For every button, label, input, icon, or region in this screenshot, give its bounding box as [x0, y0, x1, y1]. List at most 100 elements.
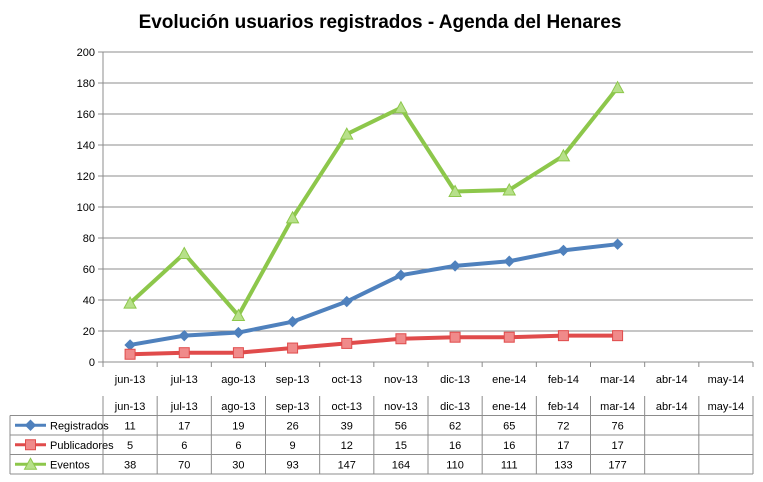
- table-value-cell: 164: [392, 459, 410, 471]
- table-header-cell: ago-13: [221, 401, 255, 413]
- x-axis: jun-13 jul-13 ago-13 sep-13 oct-13 nov-13 dic-…: [102, 361, 754, 386]
- x-tick-label: nov-13: [384, 374, 418, 386]
- table-value-cell: 110: [446, 459, 464, 471]
- table-value-cell: 76: [611, 420, 623, 432]
- table-value-cell: 11: [124, 420, 135, 432]
- data-point: [610, 80, 625, 94]
- table-value-cell: 17: [611, 440, 623, 452]
- series-eventos: [123, 80, 625, 321]
- x-tick-label: jul-13: [170, 374, 198, 386]
- data-point: [339, 127, 354, 140]
- y-tick-label: 120: [77, 171, 95, 183]
- grid: [103, 51, 753, 363]
- x-tick-label: oct-13: [331, 374, 362, 386]
- table-value-cell: 15: [395, 440, 407, 452]
- table-value-cell: 17: [178, 420, 190, 432]
- x-tick-label: abr-14: [656, 374, 688, 386]
- table-value-cell: 12: [341, 440, 353, 452]
- data-point: [23, 457, 38, 470]
- table-header-cell: ene-14: [492, 401, 526, 413]
- legend-key-eventos: [15, 457, 46, 470]
- legend-key-publicadores: [15, 439, 46, 451]
- table-value-cell: 72: [557, 420, 569, 432]
- table-value-cell: 38: [124, 459, 136, 471]
- data-point: [177, 246, 192, 259]
- series-layer: [123, 80, 625, 360]
- data-point: [286, 315, 299, 328]
- y-axis: 0 20 40 60 80 100 120 140 160 180 200: [77, 47, 104, 369]
- table-header-cell: may-14: [708, 401, 745, 413]
- data-point: [449, 331, 461, 343]
- table-value-cell: 16: [503, 440, 515, 452]
- data-point: [25, 439, 36, 451]
- y-tick-label: 0: [89, 357, 95, 369]
- x-tick-label: ago-13: [221, 374, 255, 386]
- table-header-cell: jun-13: [114, 401, 146, 413]
- data-point: [178, 329, 190, 342]
- y-tick-label: 200: [77, 47, 95, 59]
- table-value-cell: 6: [181, 440, 187, 452]
- data-point: [612, 330, 624, 342]
- data-point: [232, 326, 245, 339]
- table-value-cell: 147: [338, 459, 356, 471]
- data-point: [448, 184, 462, 197]
- table-value-cell: 19: [232, 420, 244, 432]
- y-tick-label: 40: [83, 295, 95, 307]
- x-tick-label: jun-13: [114, 374, 146, 386]
- y-tick-label: 180: [77, 78, 95, 90]
- table-value-cell: 70: [178, 459, 190, 471]
- legend-key-registrados: [15, 419, 46, 431]
- table-value-cell: 93: [286, 459, 298, 471]
- table-value-cell: 17: [557, 440, 569, 452]
- x-tick-label: sep-13: [276, 374, 310, 386]
- data-point: [394, 100, 408, 114]
- x-tick-label: dic-13: [440, 374, 470, 386]
- data-point: [124, 339, 136, 351]
- table-value-cell: 177: [608, 459, 626, 471]
- table-header-cell: dic-13: [440, 401, 470, 413]
- data-point: [395, 333, 407, 345]
- table-value-cell: 56: [395, 420, 407, 432]
- data-point: [449, 260, 461, 272]
- series-line: [128, 333, 620, 357]
- table-value-cell: 5: [127, 440, 133, 452]
- data-point: [287, 342, 299, 354]
- y-tick-label: 160: [77, 109, 95, 121]
- data-point: [557, 330, 569, 342]
- legend-entry: Publicadores: [50, 440, 114, 452]
- legend-entry: Eventos: [50, 459, 90, 471]
- table-header-cell: sep-13: [276, 401, 310, 413]
- series-line: [128, 242, 620, 347]
- series-line: [128, 85, 620, 318]
- data-point: [123, 296, 137, 309]
- y-tick-label: 80: [83, 233, 95, 245]
- data-point: [611, 238, 624, 250]
- data-point: [503, 255, 515, 267]
- data-point: [24, 419, 37, 431]
- x-tick-label: mar-14: [600, 374, 635, 386]
- table-value-cell: 26: [286, 420, 298, 432]
- x-tick-label: may-14: [708, 374, 745, 386]
- table-value-cell: 133: [554, 459, 572, 471]
- table-value-cell: 30: [232, 459, 244, 471]
- data-point: [285, 210, 300, 224]
- table-value-cell: 111: [501, 459, 518, 471]
- table-header-cell: nov-13: [384, 401, 418, 413]
- y-tick-label: 100: [77, 202, 95, 214]
- table-value-cell: 65: [503, 420, 515, 432]
- data-point: [124, 348, 136, 360]
- data-point: [395, 269, 407, 281]
- table-header-cell: mar-14: [600, 401, 635, 413]
- data-table: jun-13 jul-13 ago-13 sep-13 oct-13 nov-13 dic-…: [9, 396, 754, 475]
- y-tick-label: 60: [83, 264, 95, 276]
- table-value-cell: 62: [449, 420, 461, 432]
- y-tick-label: 20: [83, 326, 95, 338]
- chart-title: Evolución usuarios registrados - Agenda …: [139, 12, 622, 33]
- series-registrados: [124, 238, 624, 351]
- data-point: [178, 347, 190, 359]
- y-tick-label: 140: [77, 140, 95, 152]
- table-value-cell: 9: [290, 440, 296, 452]
- data-point: [341, 337, 353, 349]
- series-publicadores: [124, 330, 624, 360]
